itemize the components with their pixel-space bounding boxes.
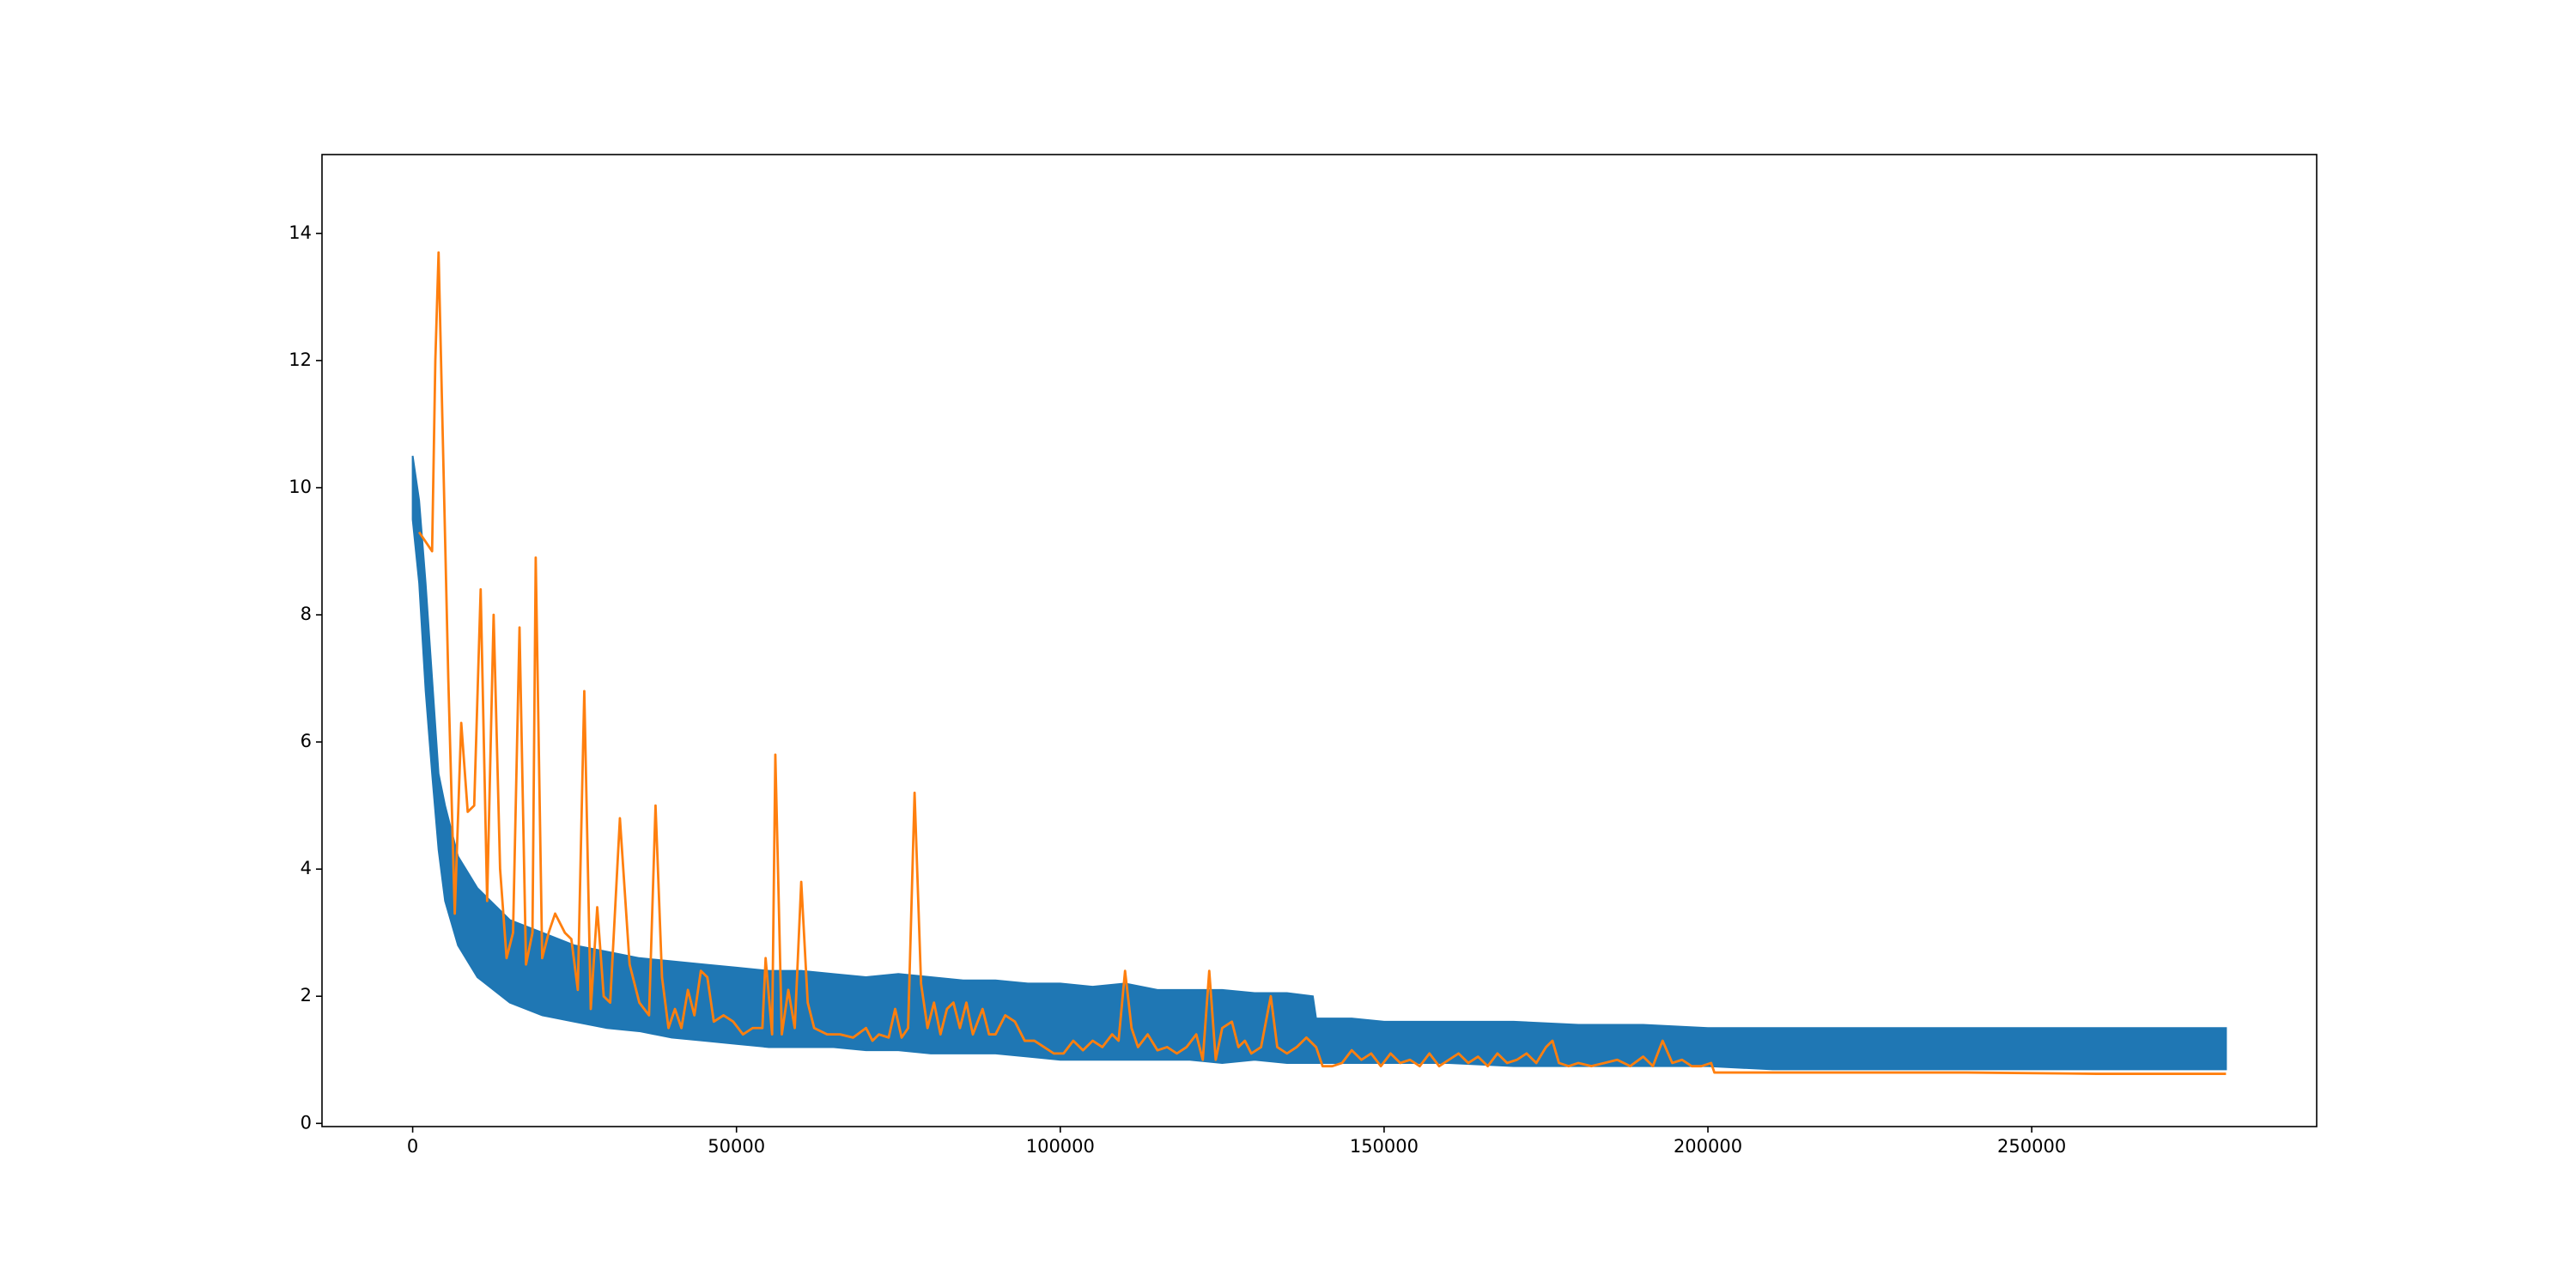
loss-band [411, 455, 2227, 1071]
y-tick-label: 10 [289, 477, 312, 497]
y-tick-label: 6 [301, 731, 312, 751]
plot-frame [321, 154, 2318, 1127]
x-tick-label: 0 [407, 1136, 418, 1157]
y-tick-label: 0 [301, 1112, 312, 1133]
x-tick-label: 100000 [1026, 1136, 1095, 1157]
y-tick-label: 14 [289, 222, 312, 243]
y-tick-label: 2 [301, 985, 312, 1005]
y-tick-label: 8 [301, 604, 312, 624]
x-tick-label: 50000 [708, 1136, 765, 1157]
y-tick-label: 4 [301, 858, 312, 878]
x-tick-label: 250000 [1997, 1136, 2066, 1157]
x-tick-label: 200000 [1674, 1136, 1742, 1157]
x-tick-label: 150000 [1350, 1136, 1419, 1157]
y-tick-label: 12 [289, 349, 312, 370]
series-line [417, 251, 2227, 1075]
